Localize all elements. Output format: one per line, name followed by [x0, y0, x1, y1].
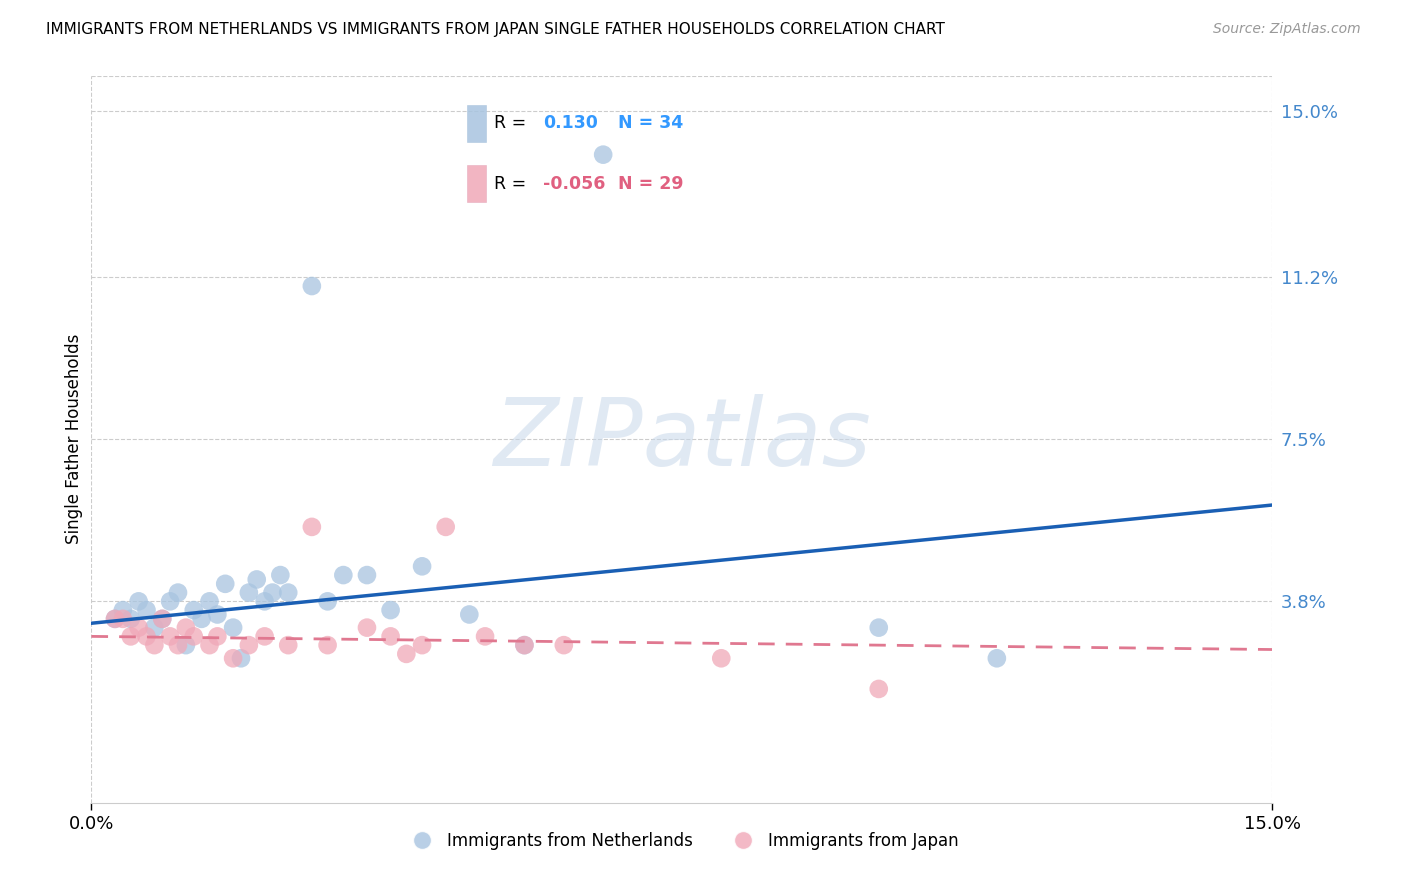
Point [214, 577, 236, 591]
Point [411, 638, 433, 652]
Point [198, 638, 221, 652]
Point [262, 585, 284, 599]
Point [128, 621, 150, 635]
Point [104, 612, 127, 626]
Point [229, 651, 252, 665]
Point [183, 603, 205, 617]
Point [143, 621, 166, 635]
Point [316, 594, 339, 608]
Point [513, 638, 536, 652]
Point [332, 568, 354, 582]
Point [380, 603, 402, 617]
Point [222, 621, 245, 635]
Legend: Immigrants from Netherlands, Immigrants from Japan: Immigrants from Netherlands, Immigrants … [399, 825, 965, 856]
Point [592, 147, 614, 161]
Point [253, 629, 276, 643]
Point [174, 621, 197, 635]
Point [513, 638, 536, 652]
Point [207, 629, 229, 643]
Point [301, 520, 323, 534]
Text: ZIPatlas: ZIPatlas [494, 393, 870, 485]
Point [183, 629, 205, 643]
Point [167, 638, 190, 652]
Point [238, 638, 260, 652]
Point [269, 568, 291, 582]
Point [111, 612, 134, 626]
Point [159, 629, 181, 643]
Point [150, 612, 173, 626]
Point [238, 585, 260, 599]
Point [434, 520, 457, 534]
Point [868, 681, 890, 696]
Point [190, 612, 212, 626]
Point [135, 603, 157, 617]
Text: Source: ZipAtlas.com: Source: ZipAtlas.com [1213, 22, 1361, 37]
Y-axis label: Single Father Households: Single Father Households [65, 334, 83, 544]
Point [710, 651, 733, 665]
Point [159, 594, 181, 608]
Point [174, 638, 197, 652]
Point [458, 607, 481, 622]
Point [128, 594, 150, 608]
Point [868, 621, 890, 635]
Point [553, 638, 575, 652]
Point [411, 559, 433, 574]
Point [277, 585, 299, 599]
Point [301, 279, 323, 293]
Point [104, 612, 127, 626]
Point [150, 612, 173, 626]
Point [986, 651, 1008, 665]
Point [120, 612, 142, 626]
Point [356, 568, 378, 582]
Point [253, 594, 276, 608]
Point [207, 607, 229, 622]
Point [222, 651, 245, 665]
Point [111, 603, 134, 617]
Point [395, 647, 418, 661]
Point [120, 629, 142, 643]
Point [380, 629, 402, 643]
Point [246, 573, 269, 587]
Point [143, 638, 166, 652]
Point [316, 638, 339, 652]
Point [198, 594, 221, 608]
Point [167, 585, 190, 599]
Point [135, 629, 157, 643]
Point [474, 629, 496, 643]
Point [277, 638, 299, 652]
Point [356, 621, 378, 635]
Text: IMMIGRANTS FROM NETHERLANDS VS IMMIGRANTS FROM JAPAN SINGLE FATHER HOUSEHOLDS CO: IMMIGRANTS FROM NETHERLANDS VS IMMIGRANT… [46, 22, 945, 37]
